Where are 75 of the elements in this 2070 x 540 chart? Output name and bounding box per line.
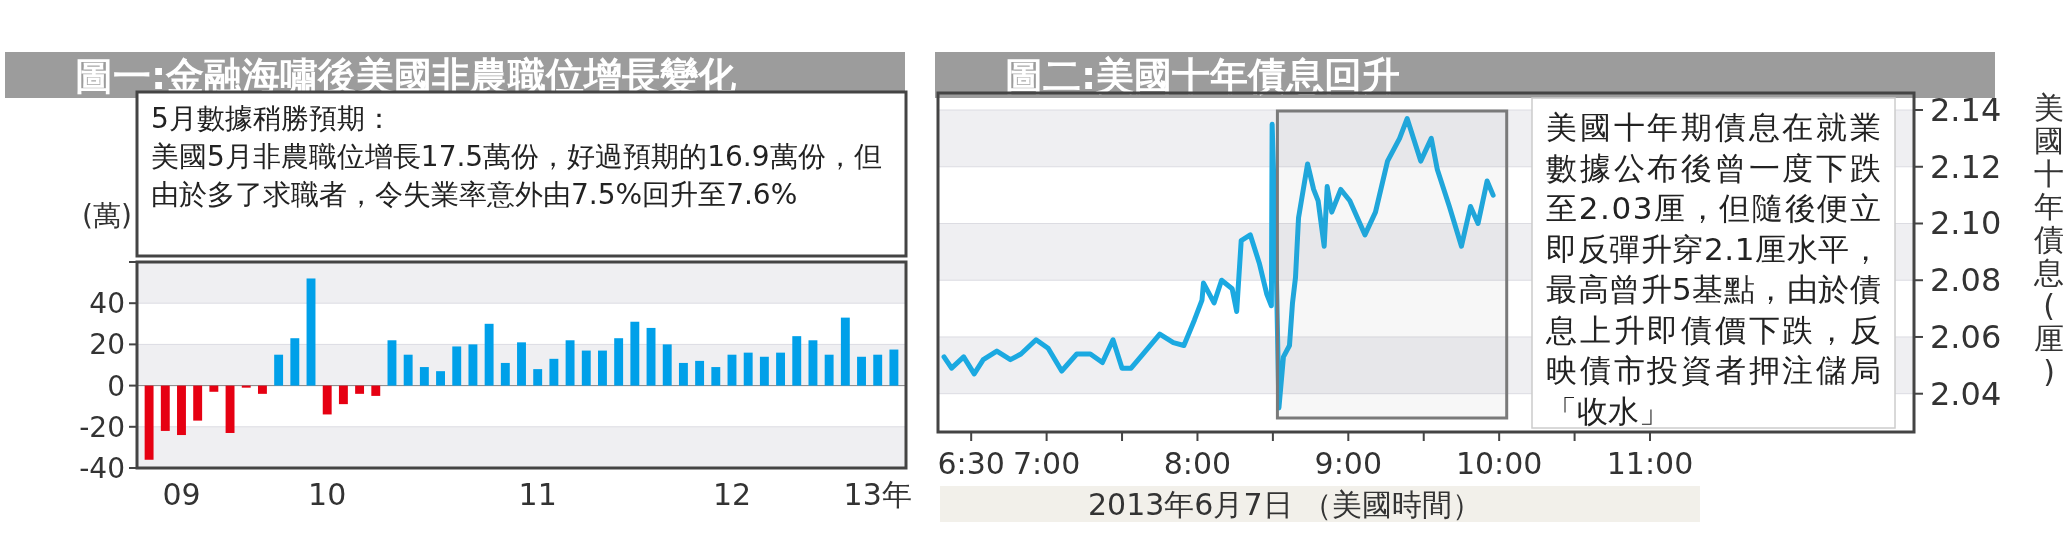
bar: [306, 278, 316, 386]
y-tick-label: 40: [89, 287, 125, 321]
y-tick-label: 2.04: [1930, 374, 2002, 413]
bar: [533, 369, 543, 386]
bar: [743, 352, 753, 386]
y-tick-label: -40: [79, 452, 125, 485]
bar: [436, 371, 445, 386]
bar: [355, 385, 365, 394]
x-tick-label: 11: [518, 477, 557, 512]
annotation: 美國十年期債息在就業數據公布後曾一度下跌至2.03厘，但隨後便立即反彈升穿2.1厘水平，最高曾升5基點，由於債息上升即債價下跌，反映債市投資者押注儲局「收水」: [1545, 109, 1881, 429]
bar: [873, 354, 883, 386]
bar: [452, 346, 462, 386]
y-tick-label: 0: [107, 369, 125, 403]
bar: [274, 354, 284, 386]
bar: [468, 344, 478, 386]
bar: [840, 317, 850, 386]
bar: [711, 367, 721, 386]
x-tick-label: 8:00: [1163, 446, 1232, 481]
bar: [630, 321, 640, 386]
bar: [776, 352, 786, 386]
bar: [824, 354, 834, 386]
bar: [225, 385, 235, 433]
x-tick-label: 11:00: [1606, 446, 1694, 481]
bar: [322, 385, 332, 415]
y-axis-title: (萬): [82, 199, 132, 232]
text: 5月數據稍勝預期：: [151, 102, 393, 135]
x-tick-label: 10: [308, 477, 347, 512]
bar: [678, 362, 688, 386]
y-tick-label: 2.08: [1930, 261, 2002, 300]
bar: [792, 336, 802, 386]
x-tick-label: 13年: [843, 477, 912, 512]
bar: [614, 338, 624, 386]
x-tick-label: 9:00: [1314, 446, 1382, 481]
bar: [889, 349, 899, 386]
bar: [598, 350, 607, 386]
text: 美國5月非農職位增長17.5萬份，好過預期的16.9萬份，但由於多了求職者，令失業率意外由7.5%回升至7.6%: [151, 140, 882, 211]
bar: [177, 385, 186, 436]
text: 美國十年債息(厘): [2034, 90, 2064, 389]
bar: [695, 360, 705, 386]
bar: [662, 344, 672, 386]
bar: [387, 340, 397, 386]
x-tick-label: 12: [712, 477, 752, 512]
y-tick-label: 2.12: [1930, 147, 2002, 186]
x-tick-label: 10:00: [1455, 446, 1543, 481]
bar: [209, 385, 219, 392]
bar: [160, 385, 170, 431]
y-tick-label: 2.06: [1930, 317, 2002, 356]
bar: [257, 385, 267, 394]
x-tick-label: 09: [162, 477, 201, 512]
bar: [241, 385, 251, 388]
y-tick-label: -20: [79, 410, 125, 444]
bar: [500, 362, 510, 386]
bar: [727, 354, 737, 386]
bar: [144, 385, 154, 460]
x-tick-label: 7:00: [1012, 446, 1081, 481]
bar: [565, 340, 575, 386]
bar: [857, 356, 866, 386]
bar: [808, 340, 818, 386]
bar: [517, 342, 526, 386]
bar: [759, 356, 769, 386]
y-tick-label: 2.14: [1930, 91, 2002, 130]
bar: [581, 350, 591, 386]
bar: [549, 358, 559, 386]
y-tick-label: 20: [89, 328, 125, 362]
bar: [193, 385, 203, 421]
x-axis-title: 2013年6月7日 （美國時間）: [1088, 487, 1483, 522]
bar: [371, 385, 381, 396]
bar: [646, 327, 656, 386]
bar: [338, 385, 348, 405]
bar: [403, 354, 413, 386]
bar: [290, 338, 300, 386]
bar: [484, 323, 494, 386]
y-tick-label: 2.10: [1930, 204, 2002, 243]
x-tick-label: 6:30: [937, 446, 1005, 481]
bar: [419, 367, 429, 386]
